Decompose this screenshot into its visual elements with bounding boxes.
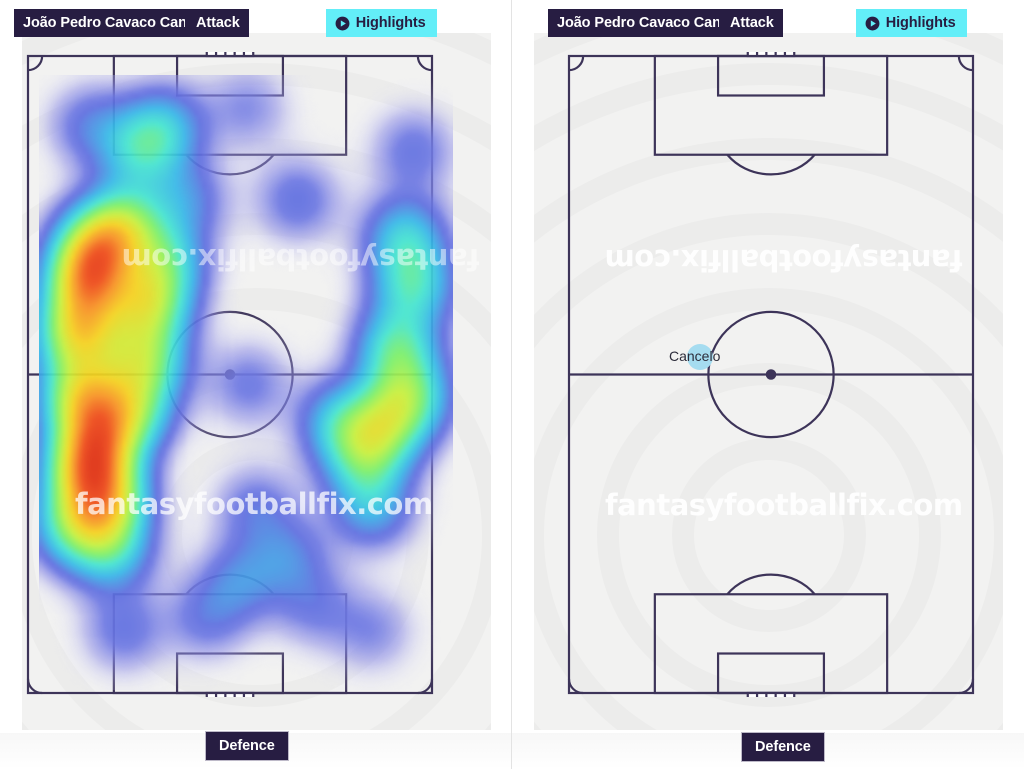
panel-right: João Pedro Cavaco Canc Attack Highlights…	[512, 0, 1024, 769]
pitch-right	[565, 52, 977, 697]
panel-header-right: João Pedro Cavaco Canc Attack Highlights	[512, 9, 1024, 37]
mode-label-left: Attack	[196, 15, 240, 31]
player-name-left: João Pedro Cavaco Canc	[23, 15, 185, 31]
play-circle-icon	[865, 16, 880, 30]
player-marker-label: Cancelo	[669, 348, 721, 364]
highlights-button-left[interactable]: Highlights	[325, 9, 437, 37]
panel-left: João Pedro Cavaco Canc Attack Highlights…	[0, 9, 512, 761]
player-name-chip-right: João Pedro Cavaco Canc Attack	[548, 9, 783, 37]
player-marker-dot[interactable]	[687, 344, 713, 370]
play-circle-icon	[335, 16, 350, 30]
panel-header-left: João Pedro Cavaco Canc Attack Highlights	[0, 9, 512, 37]
defence-button-right[interactable]: Defence	[741, 732, 825, 762]
defence-button-left[interactable]: Defence	[205, 731, 289, 761]
pitch-left	[24, 52, 436, 697]
pitch-background-right	[534, 33, 1003, 730]
highlights-label-left: Highlights	[355, 15, 426, 31]
player-name-right: João Pedro Cavaco Canc	[557, 15, 719, 31]
player-name-chip-left: João Pedro Cavaco Canc Attack	[14, 9, 249, 37]
panel-divider	[511, 0, 512, 769]
highlights-button-right[interactable]: Highlights	[855, 9, 967, 37]
mode-label-right: Attack	[730, 15, 774, 31]
highlights-label-right: Highlights	[885, 15, 956, 31]
